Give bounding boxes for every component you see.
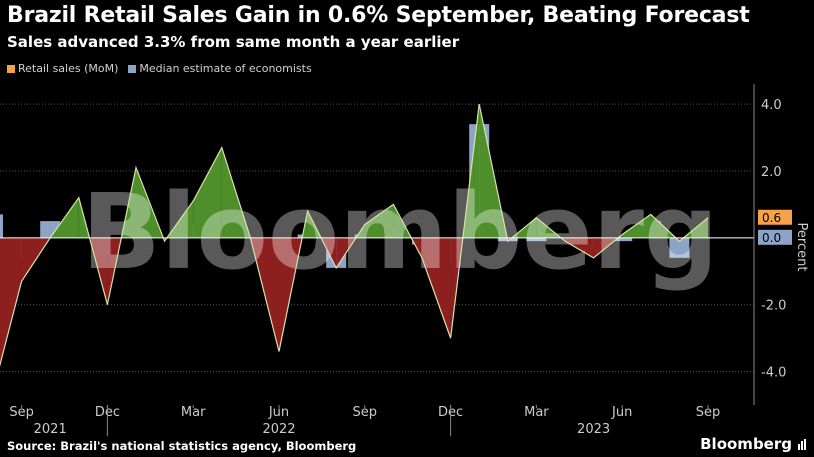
y-axis-title: Percent bbox=[794, 223, 809, 272]
year-label: 2021 bbox=[34, 422, 67, 437]
estimate-bar bbox=[526, 237, 547, 242]
x-tick-label: Jun bbox=[268, 405, 289, 420]
legend-label-retail: Retail sales (MoM) bbox=[18, 62, 119, 75]
legend-label-estimate: Median estimate of economists bbox=[139, 62, 312, 75]
chart-subtitle: Sales advanced 3.3% from same month a ye… bbox=[7, 33, 460, 51]
area-negative bbox=[565, 237, 594, 258]
y-tick-label: -2.0 bbox=[761, 299, 786, 314]
year-label: 2022 bbox=[262, 422, 295, 437]
area-positive bbox=[622, 214, 651, 238]
legend-item-retail: Retail sales (MoM) bbox=[7, 62, 118, 75]
x-tick-label: Sep bbox=[696, 405, 721, 420]
y-tick-label: 2.0 bbox=[761, 165, 782, 180]
brand-logo: Bloomberg bbox=[700, 435, 792, 453]
x-tick-label: Mar bbox=[181, 405, 206, 420]
end-label-box bbox=[758, 209, 792, 225]
source-note: Source: Brazil's national statistics age… bbox=[7, 439, 357, 453]
legend-swatch-estimate bbox=[128, 64, 137, 73]
end-label: 0.0 bbox=[762, 231, 781, 245]
area-negative bbox=[0, 237, 22, 365]
end-label-box bbox=[758, 229, 792, 245]
x-tick-label: Sep bbox=[353, 405, 378, 420]
bar-chart-icon bbox=[798, 439, 806, 450]
year-label: 2023 bbox=[577, 422, 610, 437]
chart-legend: Retail sales (MoM) Median estimate of ec… bbox=[7, 62, 316, 75]
x-tick-label: Jun bbox=[611, 405, 632, 420]
y-tick-label: 4.0 bbox=[761, 98, 782, 113]
end-label: 0.6 bbox=[762, 211, 781, 225]
x-tick-label: Sep bbox=[9, 405, 34, 420]
y-tick-label: -4.0 bbox=[761, 366, 786, 381]
area-negative bbox=[422, 237, 451, 339]
estimate-bar bbox=[612, 237, 633, 242]
legend-swatch-retail bbox=[7, 64, 15, 73]
estimate-bar bbox=[0, 214, 3, 238]
retail-line bbox=[0, 103, 709, 368]
area-positive bbox=[193, 147, 222, 238]
x-tick-label: Mar bbox=[524, 405, 549, 420]
legend-item-estimate: Median estimate of economists bbox=[128, 62, 312, 75]
estimate-bar bbox=[669, 237, 690, 258]
area-positive bbox=[364, 204, 394, 238]
watermark-text: Bloomberg bbox=[82, 171, 719, 293]
chart-title: Brazil Retail Sales Gain in 0.6% Septemb… bbox=[7, 3, 750, 28]
